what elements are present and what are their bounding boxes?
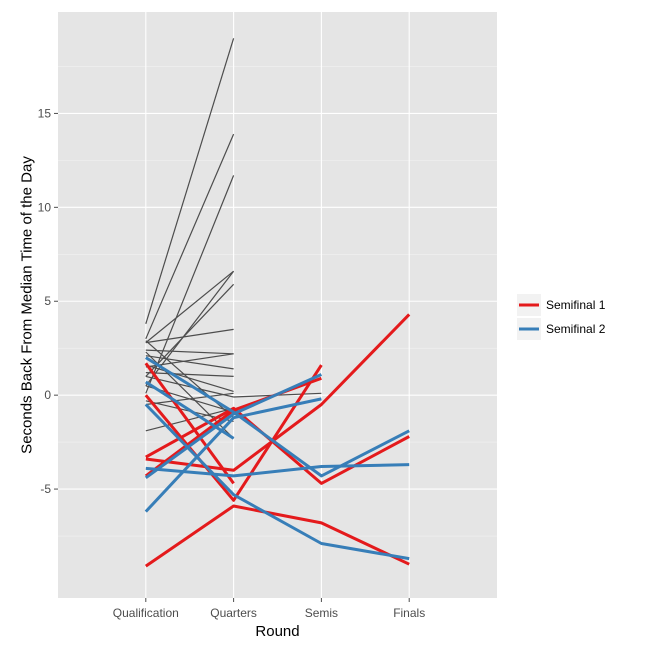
series-line-semifinal-2	[144, 373, 323, 480]
y-tick-label: 5	[44, 294, 51, 308]
series-line-other	[145, 283, 235, 377]
series-line-other	[145, 375, 234, 398]
series-line-other	[145, 340, 234, 419]
series-line-other	[145, 372, 234, 377]
series-line-other	[145, 38, 235, 324]
x-tick-label: Quarters	[210, 606, 257, 620]
minor-gridlines	[58, 66, 497, 537]
x-axis-title: Round	[255, 623, 299, 640]
series-line-other	[145, 353, 234, 368]
series-line-other	[145, 364, 234, 392]
series-line-other	[145, 407, 234, 432]
y-tick-label: 15	[38, 106, 52, 120]
series-line-semifinal-2	[144, 397, 322, 513]
series-line-other	[145, 328, 234, 344]
x-axis: Qualification Quarters Semis Finals	[113, 598, 425, 620]
y-tick-label: 0	[44, 388, 51, 402]
y-axis-title: Seconds Back From Median Time of the Day	[18, 156, 35, 454]
legend: Semifinal 1 Semifinal 2	[517, 293, 623, 341]
series-line-other	[145, 175, 235, 394]
series-line-semifinal-2	[145, 463, 410, 478]
series-line-semifinal-1	[144, 362, 235, 485]
y-tick-label: 10	[38, 200, 52, 214]
x-tick-label: Finals	[393, 606, 425, 620]
series-line-other	[145, 355, 234, 370]
series-line-other	[145, 133, 235, 340]
series-line-other	[145, 270, 234, 344]
legend-label: Semifinal 1	[546, 298, 606, 312]
y-axis: -5 0 5 10 15	[38, 106, 58, 496]
y-tick-label: -5	[40, 482, 51, 496]
series-layer	[144, 38, 411, 568]
x-tick-label: Qualification	[113, 606, 179, 620]
series-line-semifinal-2	[145, 356, 410, 478]
series-line-semifinal-2	[144, 380, 235, 440]
x-tick-label: Semis	[305, 606, 338, 620]
plot-panel	[58, 12, 497, 598]
series-line-semifinal-1	[144, 504, 410, 568]
series-line-other	[145, 349, 234, 355]
series-line-semifinal-2	[144, 403, 410, 561]
series-line-semifinal-1	[144, 364, 323, 502]
legend-label: Semifinal 2	[546, 322, 606, 336]
